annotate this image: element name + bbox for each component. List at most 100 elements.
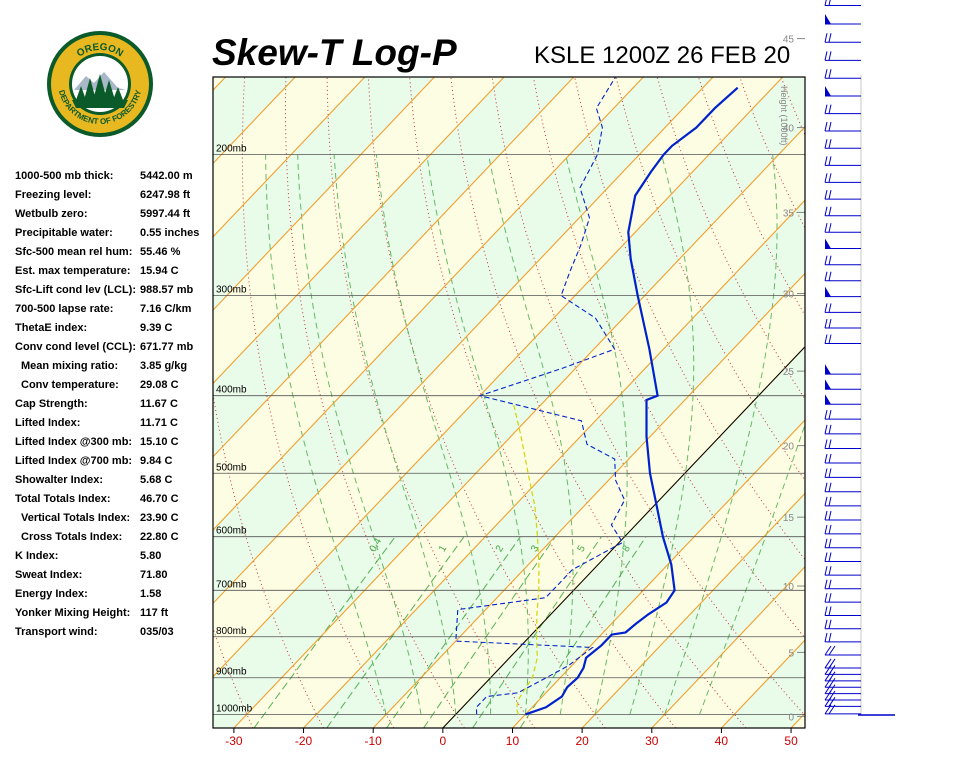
index-value: 15.10 C [140,436,179,448]
wind-barb [824,496,861,507]
wind-barb [824,510,861,521]
barb-feather [824,104,828,114]
isotherm [213,77,226,91]
index-row: 1000-500 mb thick: 5442.00 m [15,168,210,187]
height-tick-label: 20 [783,442,795,453]
mixing-ratio-line [423,536,556,728]
x-tick-label: -20 [295,734,313,748]
wind-barb [824,439,861,450]
barb-flag [825,286,831,297]
barb-feather [824,33,828,43]
wind-barb [824,121,861,132]
barb-feather [828,223,832,233]
wind-barb [825,238,861,250]
barb-flag [825,364,831,375]
barb-feather [824,139,828,149]
isobar-label: 600mb [216,526,247,537]
index-label: Cap Strength: [15,398,88,410]
index-row: Total Totals Index: 46.70 C [15,491,210,510]
barb-feather [828,453,832,464]
index-row: Showalter Index: 5.68 C [15,472,210,491]
wind-barb [824,658,861,669]
barb-feather [828,271,832,281]
barb-feather [824,51,828,61]
isotherm [0,77,156,728]
index-label: Lifted Index @700 mb: [15,455,133,467]
barb-feather [828,671,836,682]
temperature-band [791,713,805,728]
index-value: 117 ft [140,607,169,619]
wind-barb [824,424,861,435]
barb-feather [824,156,828,166]
barb-feather [824,566,828,576]
wind-barb [825,286,861,298]
index-row: Lifted Index @300 mb: 15.10 C [15,434,210,453]
isotherm [581,492,805,728]
barb-feather [828,121,832,132]
barb-flag [825,379,831,390]
barb-feather [828,156,832,166]
barb-feather [828,665,836,675]
index-label: Vertical Totals Index: [21,512,131,524]
height-tick-label: 25 [783,367,795,378]
index-row: Precipitable water: 0.55 inches [15,225,210,244]
barb-feather [828,424,832,434]
freezing-isotherm [442,346,805,728]
barb-feather [828,318,832,329]
barb-feather [828,684,836,694]
barb-feather [828,593,832,603]
barb-feather [828,510,832,521]
index-value: 671.77 mb [140,341,194,353]
chart-title: Skew-T Log-P [212,32,457,73]
isobar-label: 200mb [216,144,247,155]
barb-feather [828,69,832,79]
index-label: Energy Index: [15,588,88,600]
index-row: Est. max temperature: 15.94 C [15,263,210,282]
wind-barb [824,318,861,329]
height-tick-label: 40 [783,124,795,135]
isotherm [861,77,960,728]
height-tick-label: 10 [783,582,795,593]
barb-feather [824,606,828,616]
barb-feather [828,104,832,114]
x-tick-label: -30 [225,734,243,748]
barb-feather [828,677,836,688]
mixing-ratio-line [253,536,396,728]
index-value: 9.39 C [140,322,173,334]
barb-feather [828,482,832,492]
dry-adiabat [241,77,395,728]
wind-barb [824,206,861,217]
wind-barb [824,223,861,233]
index-row: Transport wind: 035/03 [15,624,210,643]
barb-feather [828,552,832,562]
isobar-label: 900mb [216,667,247,678]
wind-barb [824,579,861,590]
barb-feather [824,593,828,603]
index-row: Yonker Mixing Height: 117 ft [15,605,210,624]
index-row: Conv temperature: 29.08 C [15,377,210,396]
mixing-ratio-label: 5 [576,543,589,554]
index-value: 11.67 C [140,398,178,410]
parcel-path [513,404,540,715]
barb-feather [824,206,828,216]
wind-barb [824,0,861,6]
index-value: 29.08 C [140,379,179,391]
barb-feather [824,453,828,464]
isobar-label: 700mb [216,579,247,590]
dry-adiabat [780,77,805,137]
mixing-ratio-label: 1 [437,543,450,554]
index-label: Showalter Index: [15,474,104,486]
barb-flag [825,238,831,249]
height-axis-label: Height (1000ft) [779,86,789,146]
isotherm [372,272,805,728]
isotherm [213,77,714,605]
height-tick-label: 35 [783,208,795,219]
barb-feather [828,658,836,669]
wind-barb [824,255,861,266]
isotherm [512,419,805,728]
index-row: Lifted Index: 11.71 C [15,415,210,434]
mixing-ratio-label: 8 [621,543,634,554]
barb-feather [828,255,832,265]
temperature-band [213,77,226,91]
